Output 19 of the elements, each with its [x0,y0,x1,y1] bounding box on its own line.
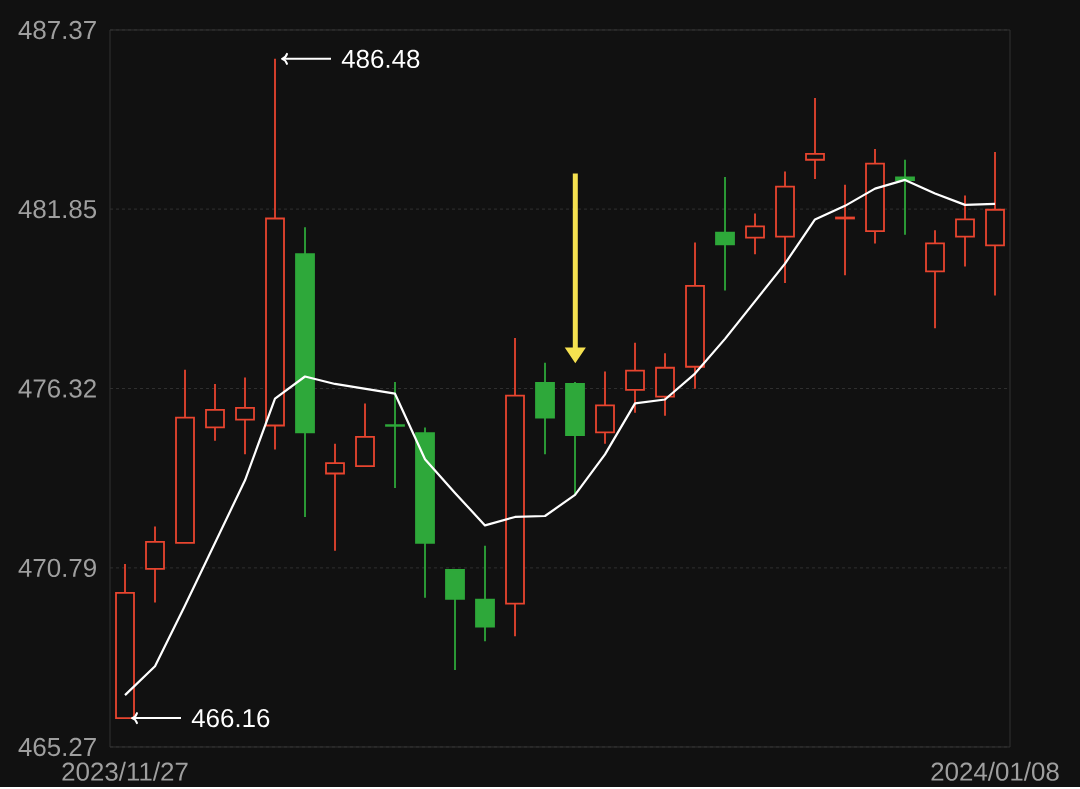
y-tick-label: 476.32 [18,379,96,398]
candlestick [895,158,915,236]
annotation: 486.48 [341,49,420,68]
y-tick-label: 481.85 [18,199,97,219]
candlestick [745,212,765,255]
y-tick-label: 465.27 [18,737,96,756]
x-tick-label: 2023/11/27 [62,761,188,781]
candlestick [805,96,825,180]
candlestick [385,380,405,489]
y-tick-label: 487.37 [18,20,96,39]
annotation: 466.16 [191,708,270,728]
x-tick-label: 2024/01/08 [931,761,1059,781]
candlestick [715,175,735,292]
y-tick-label: 470.79 [18,558,96,577]
candlestick [955,194,975,268]
candlestick [205,382,225,442]
candlestick [625,341,645,414]
candlestick [235,376,255,456]
candlestick [325,442,345,552]
